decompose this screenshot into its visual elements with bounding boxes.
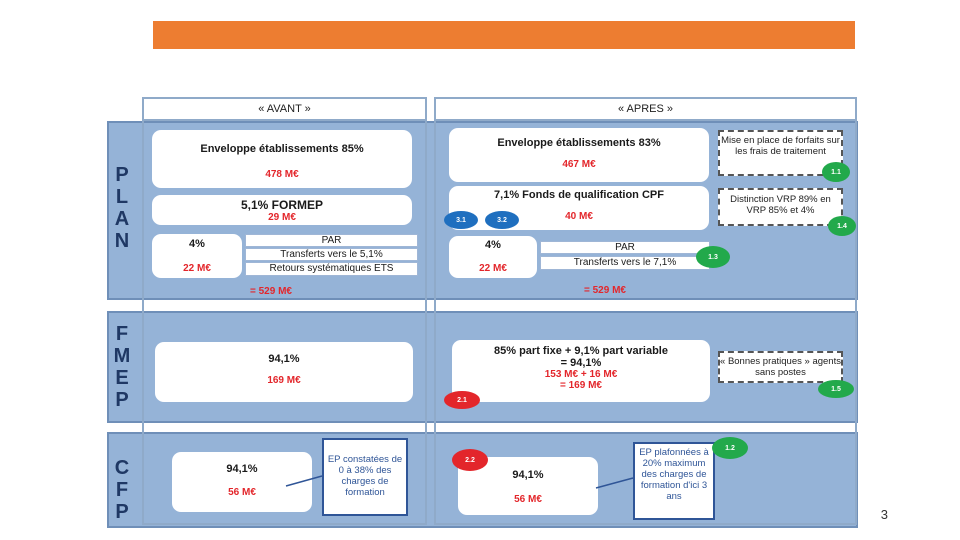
plan-avant-envelope-title: Enveloppe établissements 85%	[200, 143, 364, 155]
fmep-apres-line1: 85% part fixe + 9,1% part variable	[494, 345, 668, 357]
fmep-avant-box: 94,1% 169 M€	[155, 342, 413, 402]
plan-avant-par-pct: 4%	[189, 238, 205, 250]
plan-avant-formep-amount: 29 M€	[268, 212, 296, 223]
plan-apres-envelope-amount: 467 M€	[562, 159, 596, 170]
fmep-apres-line3: 153 M€ + 16 M€	[544, 369, 618, 380]
cfp-avant-box: 94,1% 56 M€	[172, 452, 312, 512]
cfp-avant-pct: 94,1%	[226, 463, 258, 475]
apres-header: « APRES »	[434, 97, 857, 121]
badge-3-2: 3.2	[485, 211, 519, 229]
plan-avant-envelope-amount: 478 M€	[265, 169, 299, 180]
badge-1-5: 1.5	[818, 380, 854, 398]
badge-1-1: 1.1	[822, 162, 850, 182]
plan-avant-envelope: Enveloppe établissements 85% 478 M€	[152, 130, 412, 188]
cfp-apres-connector	[595, 477, 634, 489]
plan-avant-formep: 5,1% FORMEP 29 M€	[152, 195, 412, 225]
cfp-apres-pct: 94,1%	[512, 469, 544, 481]
plan-apres-par-label: PAR	[540, 241, 710, 254]
fmep-avant-pct: 94,1%	[268, 353, 300, 365]
plan-apres-cpf: 7,1% Fonds de qualification CPF 40 M€	[449, 186, 709, 230]
badge-2-1: 2.1	[444, 391, 480, 409]
plan-apres-cpf-amount: 40 M€	[565, 211, 593, 222]
badge-2-2: 2.2	[452, 449, 488, 471]
cfp-apres-amount: 56 M€	[514, 494, 542, 505]
plan-apres-par-amount: 22 M€	[479, 263, 507, 274]
plan-avant-transfers: Transferts vers le 5,1%	[245, 248, 418, 261]
plan-apres-cpf-title: 7,1% Fonds de qualification CPF	[494, 189, 664, 201]
cfp-avant-callout: EP constatées de 0 à 38% des charges de …	[322, 438, 408, 516]
page-number: 3	[880, 507, 888, 522]
fmep-apres-line4: = 169 M€	[560, 380, 602, 391]
plan-apres-total: = 529 M€	[584, 285, 626, 296]
fmep-apres-box: 85% part fixe + 9,1% part variable = 94,…	[452, 340, 710, 402]
plan-apres-envelope-title: Enveloppe établissements 83%	[497, 137, 661, 149]
plan-avant-returns: Retours systématiques ETS	[245, 262, 418, 276]
cfp-avant-connector	[285, 475, 323, 487]
badge-3-1: 3.1	[444, 211, 478, 229]
cfp-avant-amount: 56 M€	[228, 487, 256, 498]
plan-apres-par-pct: 4%	[485, 239, 501, 251]
fmep-avant-amount: 169 M€	[267, 375, 301, 386]
plan-apres-par-box: 4% 22 M€	[449, 236, 537, 278]
title-bar	[153, 21, 855, 49]
fmep-note-bonnes-pratiques: « Bonnes pratiques » agents sans postes	[718, 351, 843, 383]
plan-apres-envelope: Enveloppe établissements 83% 467 M€	[449, 128, 709, 182]
plan-avant-par-amount: 22 M€	[183, 263, 211, 274]
plan-avant-par-box: 4% 22 M€	[152, 234, 242, 278]
fmep-apres-line2: = 94,1%	[560, 357, 602, 369]
avant-header: « AVANT »	[142, 97, 427, 121]
plan-avant-formep-title: 5,1% FORMEP	[240, 198, 324, 212]
plan-note-vrp: Distinction VRP 89% en VRP 85% et 4%	[718, 188, 843, 226]
badge-1-2: 1.2	[712, 437, 748, 459]
plan-avant-par-label: PAR	[245, 234, 418, 247]
badge-1-4: 1.4	[828, 216, 856, 236]
cfp-apres-callout: EP plafonnées à 20% maximum des charges …	[633, 442, 715, 520]
badge-1-3: 1.3	[696, 246, 730, 268]
plan-avant-total: = 529 M€	[250, 286, 292, 297]
